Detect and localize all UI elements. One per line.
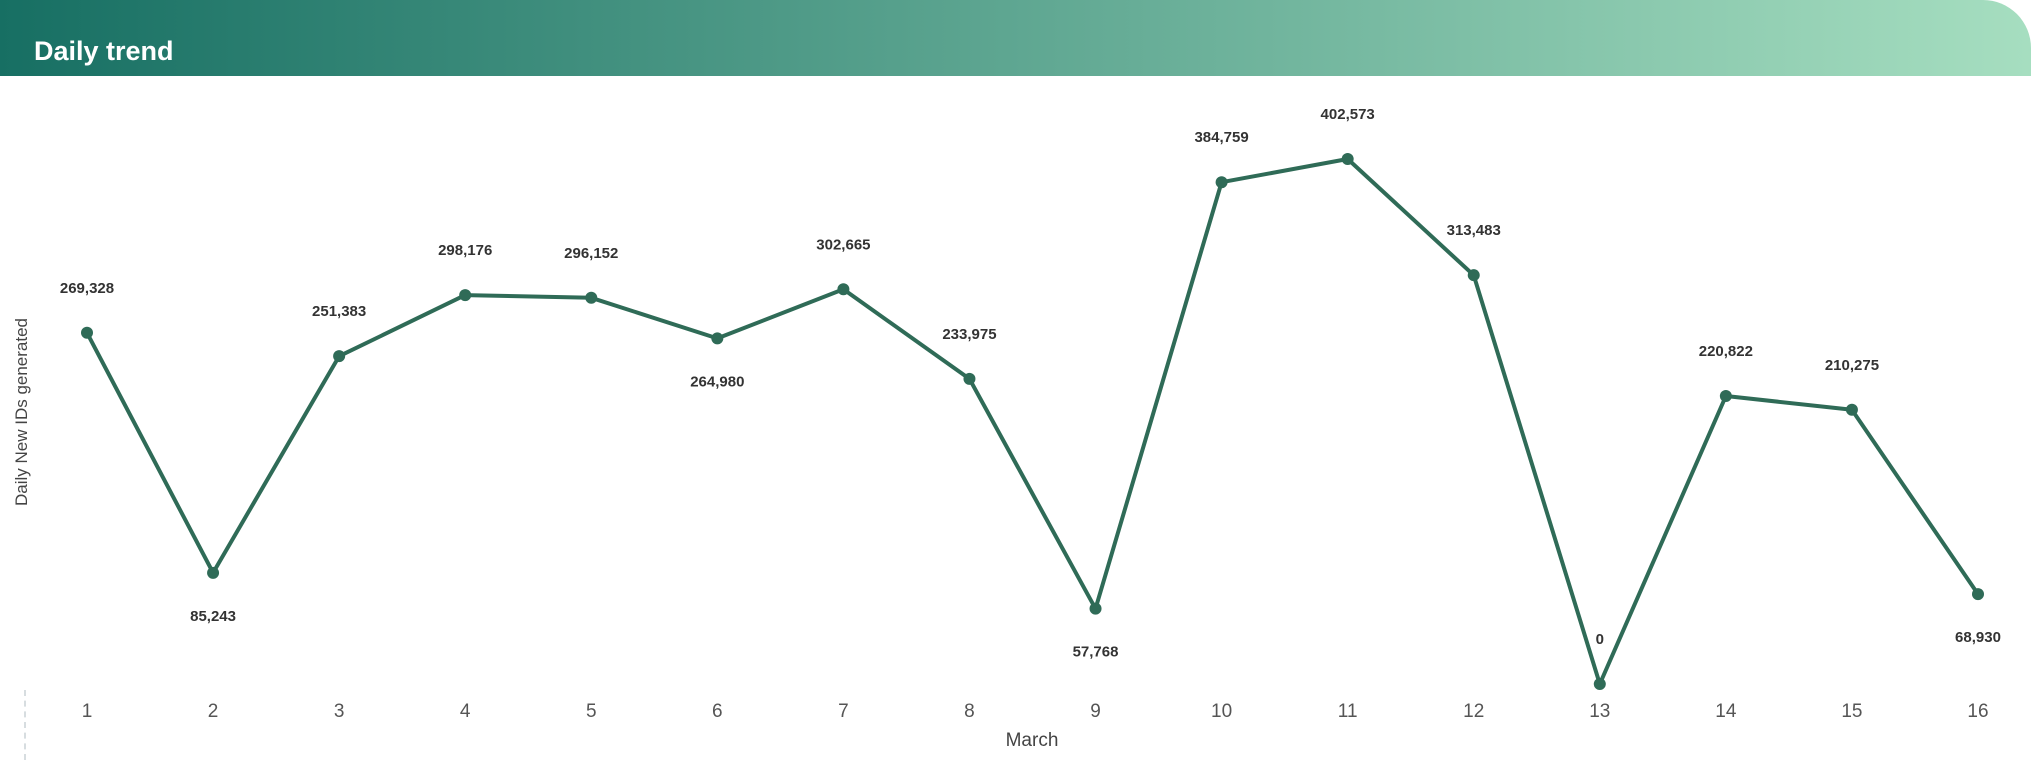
x-axis-label: March (1006, 730, 1059, 751)
data-label: 85,243 (190, 608, 236, 625)
chart-title: Daily trend (34, 36, 174, 66)
x-tick-label: 13 (1589, 701, 1610, 722)
data-label: 68,930 (1955, 629, 2001, 646)
data-label: 402,573 (1321, 106, 1375, 123)
card-header: Daily trend (0, 0, 2031, 76)
data-label: 313,483 (1447, 222, 1501, 239)
data-label: 0 (1596, 631, 1604, 648)
data-point (1972, 588, 1984, 601)
left-divider (24, 690, 27, 760)
x-tick-label: 11 (1338, 701, 1358, 722)
data-label: 251,383 (312, 303, 366, 320)
data-label: 220,822 (1699, 343, 1753, 360)
data-point (207, 566, 220, 579)
data-point (711, 332, 724, 345)
x-tick-label: 4 (460, 701, 471, 722)
data-point (81, 326, 93, 339)
series-line (85, 157, 1980, 686)
x-tick-label: 15 (1841, 701, 1862, 722)
x-tick-label: 3 (334, 701, 345, 722)
data-point (459, 289, 472, 302)
data-label: 384,759 (1194, 129, 1248, 146)
x-tick-label: 14 (1715, 701, 1737, 722)
x-tick-label: 2 (208, 701, 219, 722)
data-point (1215, 176, 1228, 189)
y-axis-label: Daily New IDs generated (12, 318, 31, 506)
data-point (1719, 390, 1732, 403)
x-tick-label: 9 (1090, 701, 1101, 722)
data-point (837, 283, 850, 296)
data-label: 233,975 (942, 326, 996, 343)
line-chart: 269,328 85,243 251,383 298,176 296,152 264,98… (12, 106, 2001, 751)
header-background (0, 0, 2031, 76)
data-label: 269,328 (60, 280, 114, 297)
x-tick-label: 5 (586, 701, 597, 722)
data-label: 302,665 (816, 236, 870, 253)
x-tick-label: 7 (838, 701, 849, 722)
data-label: 210,275 (1825, 357, 1879, 374)
data-label: 298,176 (438, 242, 492, 259)
data-point (333, 350, 346, 363)
x-tick-label: 6 (712, 701, 723, 722)
x-tick-label: 16 (1967, 701, 1988, 722)
data-label: 57,768 (1073, 644, 1119, 661)
data-point (963, 372, 976, 385)
data-label: 264,980 (690, 373, 744, 390)
x-tick-label: 8 (964, 701, 975, 722)
x-tick-label: 12 (1463, 701, 1484, 722)
data-point (1845, 403, 1858, 416)
x-tick-label: 1 (82, 701, 93, 722)
data-point (1089, 602, 1102, 615)
x-tick-label: 10 (1211, 701, 1232, 722)
data-point (1593, 678, 1606, 690)
data-point (1341, 153, 1354, 165)
data-point (585, 291, 598, 304)
data-point (1467, 269, 1480, 282)
data-label: 296,152 (564, 245, 618, 262)
